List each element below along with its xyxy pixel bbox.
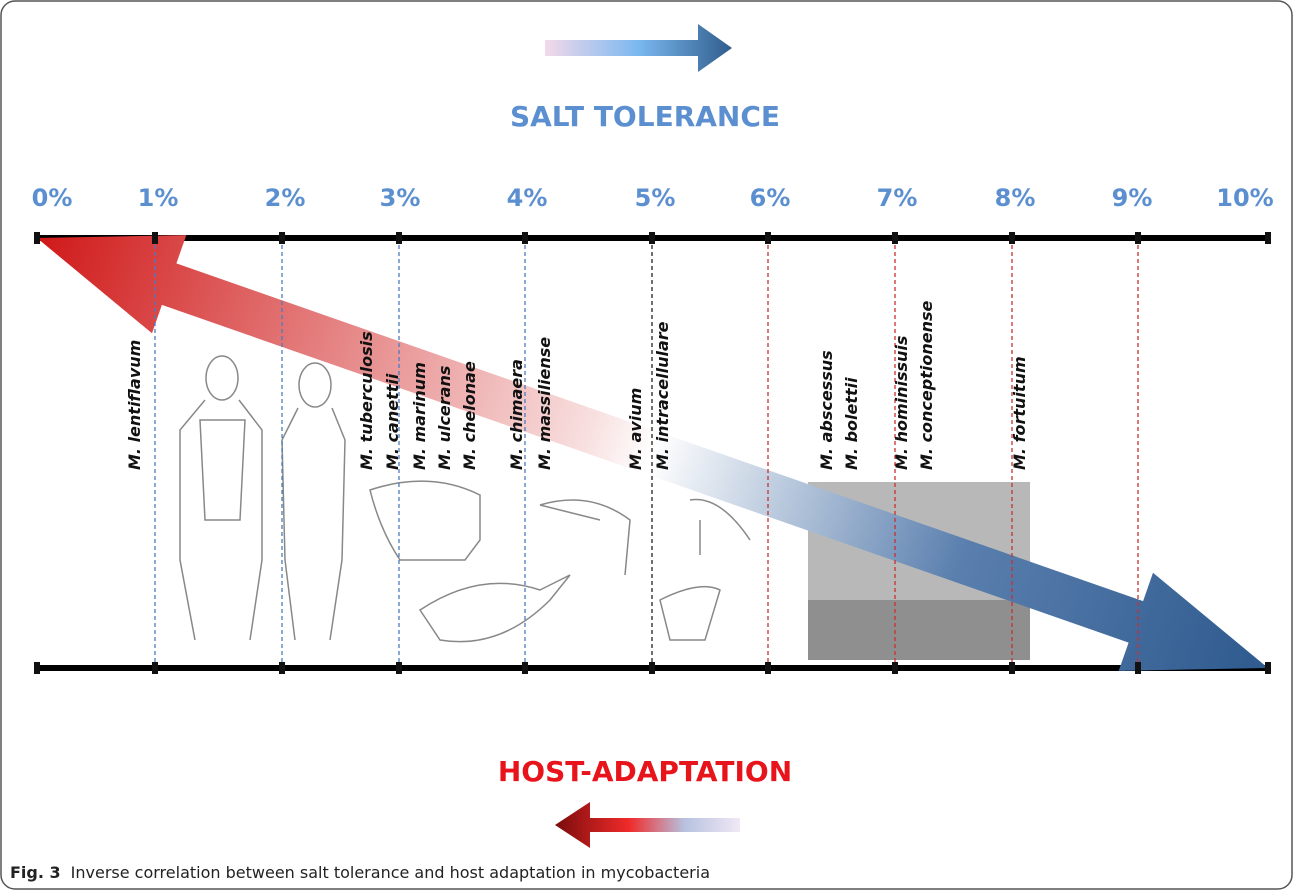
- top-arrow: [545, 24, 732, 72]
- tick-marker: [34, 662, 40, 674]
- tick-marker: [522, 662, 528, 674]
- tick-marker: [649, 232, 655, 244]
- species-label: M. hominissuis: [892, 336, 911, 470]
- tick-marker: [649, 662, 655, 674]
- species-label: M. fortuitum: [1010, 356, 1029, 470]
- tick-marker: [765, 662, 771, 674]
- tick-marker: [152, 232, 158, 244]
- tick-marker: [522, 232, 528, 244]
- species-label: M. massiliense: [535, 337, 554, 470]
- scale-label: 3%: [380, 184, 421, 212]
- tick-marker: [1135, 662, 1141, 674]
- caption-label: Fig. 3: [10, 863, 61, 882]
- tick-marker: [279, 232, 285, 244]
- species-label: M. canettii: [383, 373, 402, 470]
- species-label: M. lentiflavum: [125, 340, 144, 470]
- species-label: M. conceptionense: [917, 300, 936, 470]
- tick-marker: [1265, 662, 1271, 674]
- caption: Fig. 3 Inverse correlation between salt t…: [10, 863, 710, 882]
- tick-marker: [396, 662, 402, 674]
- species-label: M. avium: [626, 388, 645, 470]
- tick-marker: [892, 662, 898, 674]
- landscape-water: [808, 600, 1030, 660]
- tick-marker: [892, 232, 898, 244]
- scale-label: 10%: [1216, 184, 1273, 212]
- species-label: M. tuberculosis: [357, 331, 376, 470]
- figure: SALT TOLERANCE HOST-ADAPTATION Fig. 3 Inv…: [0, 0, 1293, 890]
- scale-label: 4%: [507, 184, 548, 212]
- scale-label: 5%: [635, 184, 676, 212]
- bottom-label: HOST-ADAPTATION: [498, 755, 792, 788]
- scale-label: 0%: [32, 184, 73, 212]
- tick-marker: [1135, 232, 1141, 244]
- tick-marker: [1009, 232, 1015, 244]
- scale-label: 9%: [1112, 184, 1153, 212]
- bottom-arrow: [555, 802, 740, 848]
- species-label: M. bolettii: [842, 377, 861, 470]
- tick-marker: [1265, 232, 1271, 244]
- top-label: SALT TOLERANCE: [510, 100, 780, 133]
- species-label: M. chimaera: [507, 359, 526, 470]
- tick-marker: [34, 232, 40, 244]
- tick-marker: [1009, 662, 1015, 674]
- species-label: M. intracellulare: [653, 321, 672, 470]
- tick-marker: [765, 232, 771, 244]
- species-label: M. abscessus: [817, 350, 836, 470]
- scale-label: 8%: [995, 184, 1036, 212]
- tick-marker: [152, 662, 158, 674]
- scale-label: 1%: [138, 184, 179, 212]
- caption-text: Inverse correlation between salt toleran…: [71, 863, 710, 882]
- scale-label: 2%: [265, 184, 306, 212]
- tick-marker: [396, 232, 402, 244]
- species-label: M. chelonae: [460, 361, 479, 470]
- species-label: M. marinum: [410, 362, 429, 470]
- scale-label: 6%: [750, 184, 791, 212]
- scale-label: 7%: [877, 184, 918, 212]
- tick-marker: [279, 662, 285, 674]
- species-label: M. ulcerans: [435, 366, 454, 470]
